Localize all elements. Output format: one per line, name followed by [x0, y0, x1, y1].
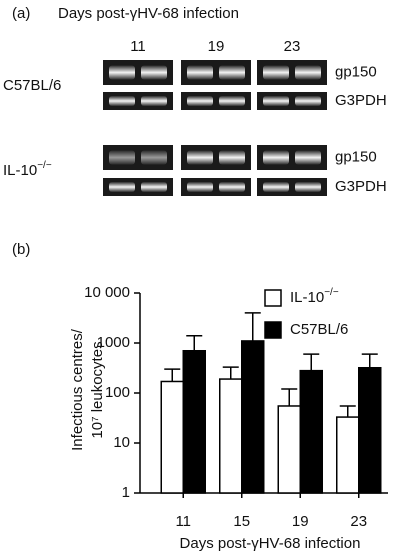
- bar: [299, 369, 323, 494]
- gel-band: [109, 95, 135, 107]
- y-axis-title: Infectious centres/10⁷ leukocytes: [69, 328, 106, 451]
- gene-label: gp150: [335, 148, 377, 165]
- legend-swatch: [264, 289, 282, 307]
- x-axis-title: Days post-γHV-68 infection: [180, 535, 361, 552]
- y-axis-title-line: 10⁷ leukocytes: [89, 341, 106, 438]
- gel-band: [263, 95, 289, 107]
- bar: [182, 349, 206, 494]
- gel-band: [187, 95, 213, 107]
- gel-title: Days post-γHV-68 infection: [58, 5, 239, 22]
- x-tick-label: 23: [350, 513, 367, 530]
- gel-band: [141, 150, 167, 165]
- y-tick-label: 1000: [97, 334, 130, 351]
- group-label-sup: −/−: [37, 160, 52, 171]
- gel-band: [295, 65, 321, 80]
- group-label: C57BL/6: [3, 77, 61, 94]
- gel-band: [109, 150, 135, 165]
- gel-band: [109, 65, 135, 80]
- gel-band: [219, 65, 245, 80]
- gene-label: gp150: [335, 63, 377, 80]
- y-axis-title-line: Infectious centres/: [69, 328, 86, 451]
- group-label: IL-10−/−: [3, 160, 52, 179]
- bar-chart: (b) 1 10 100 1000 10 000 Infectious centres/10…: [12, 241, 388, 552]
- day-label: 11: [130, 38, 146, 55]
- x-tick-label: 19: [292, 513, 309, 530]
- y-tick-label: 1: [122, 484, 130, 501]
- legend-label: C57BL/6: [290, 321, 348, 338]
- bar: [277, 405, 301, 494]
- gel-band: [263, 181, 289, 193]
- gel-band: [219, 150, 245, 165]
- gel-band: [187, 65, 213, 80]
- gel-band: [263, 150, 289, 165]
- gel-band: [187, 181, 213, 193]
- gel-band: [141, 65, 167, 80]
- bar: [241, 340, 265, 494]
- y-tick-label: 10 000: [84, 284, 130, 301]
- gel-band: [295, 181, 321, 193]
- panel-label: (a): [12, 5, 30, 22]
- gel-band: [263, 65, 289, 80]
- gel-band: [295, 95, 321, 107]
- day-label: 23: [284, 38, 301, 55]
- legend-label-text: C57BL/6: [290, 321, 348, 338]
- gel-band: [109, 181, 135, 193]
- gel-band: [219, 181, 245, 193]
- day-label: 19: [208, 38, 225, 55]
- gel-band: [295, 150, 321, 165]
- legend-swatch: [264, 321, 282, 339]
- gene-label: G3PDH: [335, 178, 387, 195]
- panel-label: (b): [12, 241, 30, 258]
- gel-band: [187, 150, 213, 165]
- y-tick-label: 10: [113, 434, 130, 451]
- group-label-text: IL-10: [3, 162, 37, 179]
- bar: [358, 366, 382, 494]
- legend-label-text: IL-10: [290, 289, 324, 306]
- gel-panel: (a) Days post-γHV-68 infection 11 19 23 C57BL…: [3, 5, 387, 196]
- bar: [336, 416, 360, 494]
- gel-band: [141, 181, 167, 193]
- legend-label-sup: −/−: [324, 287, 339, 298]
- group-label-text: C57BL/6: [3, 77, 61, 94]
- x-tick-label: 15: [233, 513, 250, 530]
- bar: [160, 380, 184, 494]
- gel-band: [141, 95, 167, 107]
- gene-label: G3PDH: [335, 92, 387, 109]
- y-tick-label: 100: [105, 384, 130, 401]
- legend-label: IL-10−/−: [290, 287, 339, 306]
- bar: [219, 378, 243, 494]
- x-tick-label: 11: [175, 513, 191, 530]
- gel-band: [219, 95, 245, 107]
